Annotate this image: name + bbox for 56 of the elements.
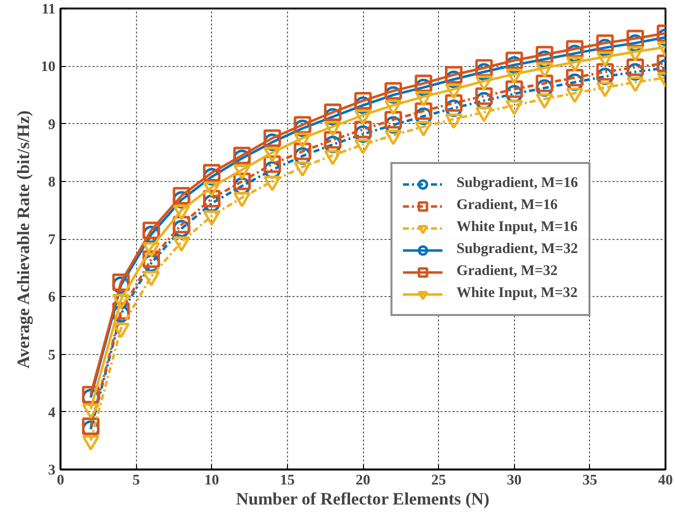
x-tick-label: 30 (506, 472, 522, 488)
point (233, 146, 251, 164)
y-tick-label: 11 (42, 2, 56, 18)
point (354, 120, 372, 138)
point (384, 82, 402, 100)
point (82, 386, 100, 404)
point (626, 30, 644, 48)
y-tick-label: 9 (48, 116, 56, 133)
point (264, 129, 281, 147)
y-tick-label: 3 (48, 462, 56, 478)
legend-label: Gradient, M=32 (456, 263, 558, 280)
y-tick-label: 8 (48, 174, 56, 190)
legend-label: White Input, M=32 (456, 285, 578, 302)
x-tick-label: 0 (56, 472, 64, 488)
legend-label: Subgradient, M=32 (456, 241, 578, 258)
y-tick-label: 7 (48, 232, 56, 248)
x-tick-label: 10 (204, 472, 220, 488)
point (142, 222, 160, 240)
point (506, 80, 523, 98)
point (354, 92, 372, 110)
point (414, 102, 432, 120)
x-tick-label: 15 (280, 472, 295, 488)
point (414, 74, 432, 92)
point (203, 164, 220, 182)
y-tick-label: 6 (48, 290, 56, 306)
x-tick-label: 35 (582, 472, 598, 488)
point (536, 74, 554, 92)
y-tick-label: 5 (48, 347, 56, 364)
x-tick-label: 40 (658, 472, 673, 488)
point (596, 34, 614, 52)
point (384, 110, 402, 128)
legend-label: Subgradient, M=16 (456, 175, 578, 192)
legend-label: White Input, M=16 (456, 219, 578, 236)
x-axis-title: Number of Reflector Elements (N) (236, 490, 490, 508)
point (172, 187, 190, 205)
point (294, 116, 312, 134)
y-tick-label: 4 (48, 404, 56, 421)
point (536, 46, 554, 64)
point (596, 63, 614, 81)
point (294, 142, 312, 160)
point (626, 58, 644, 76)
point (506, 52, 523, 70)
point (324, 103, 342, 121)
point (445, 66, 462, 84)
point (566, 68, 584, 86)
legend-label: Gradient, M=16 (456, 197, 558, 214)
x-tick-label: 20 (356, 472, 370, 488)
point (475, 87, 493, 105)
point (566, 40, 584, 58)
point (445, 94, 462, 112)
point (324, 131, 342, 149)
x-tick-label: 25 (431, 472, 446, 488)
point (475, 59, 493, 77)
x-tick-label: 5 (132, 472, 140, 488)
y-tick-label: 10 (40, 59, 56, 76)
y-axis-title: Average Achievable Rate (bit/s/Hz) (14, 110, 33, 369)
